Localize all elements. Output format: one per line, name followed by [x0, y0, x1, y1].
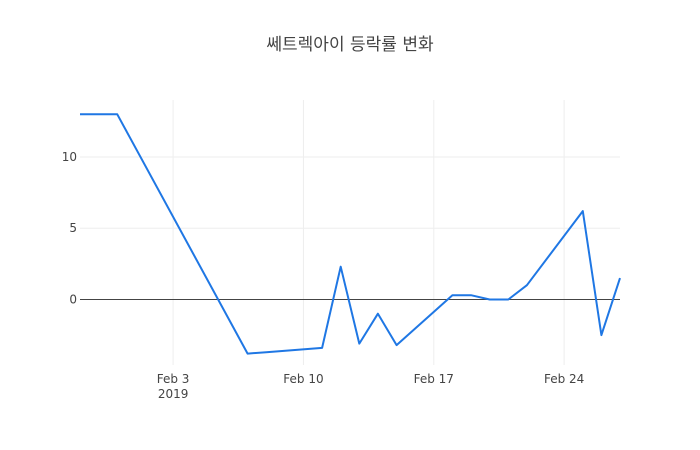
x-tick-label: Feb 3 — [157, 372, 190, 386]
x-tick-year-label: 2019 — [158, 387, 189, 401]
series-layer — [80, 113, 621, 355]
y-tick-label: 0 — [69, 292, 77, 306]
y-axis-ticks: 0 5 10 — [62, 150, 77, 306]
grid-layer — [80, 100, 620, 365]
x-tick-label: Feb 17 — [414, 372, 454, 386]
chart-title: 쎄트렉아이 등락률 변화 — [266, 35, 434, 55]
y-tick-label: 5 — [69, 221, 77, 235]
series-line — [80, 113, 621, 355]
y-tick-label: 10 — [62, 150, 77, 164]
x-tick-label: Feb 24 — [544, 372, 584, 386]
x-tick-label: Feb 10 — [283, 372, 323, 386]
